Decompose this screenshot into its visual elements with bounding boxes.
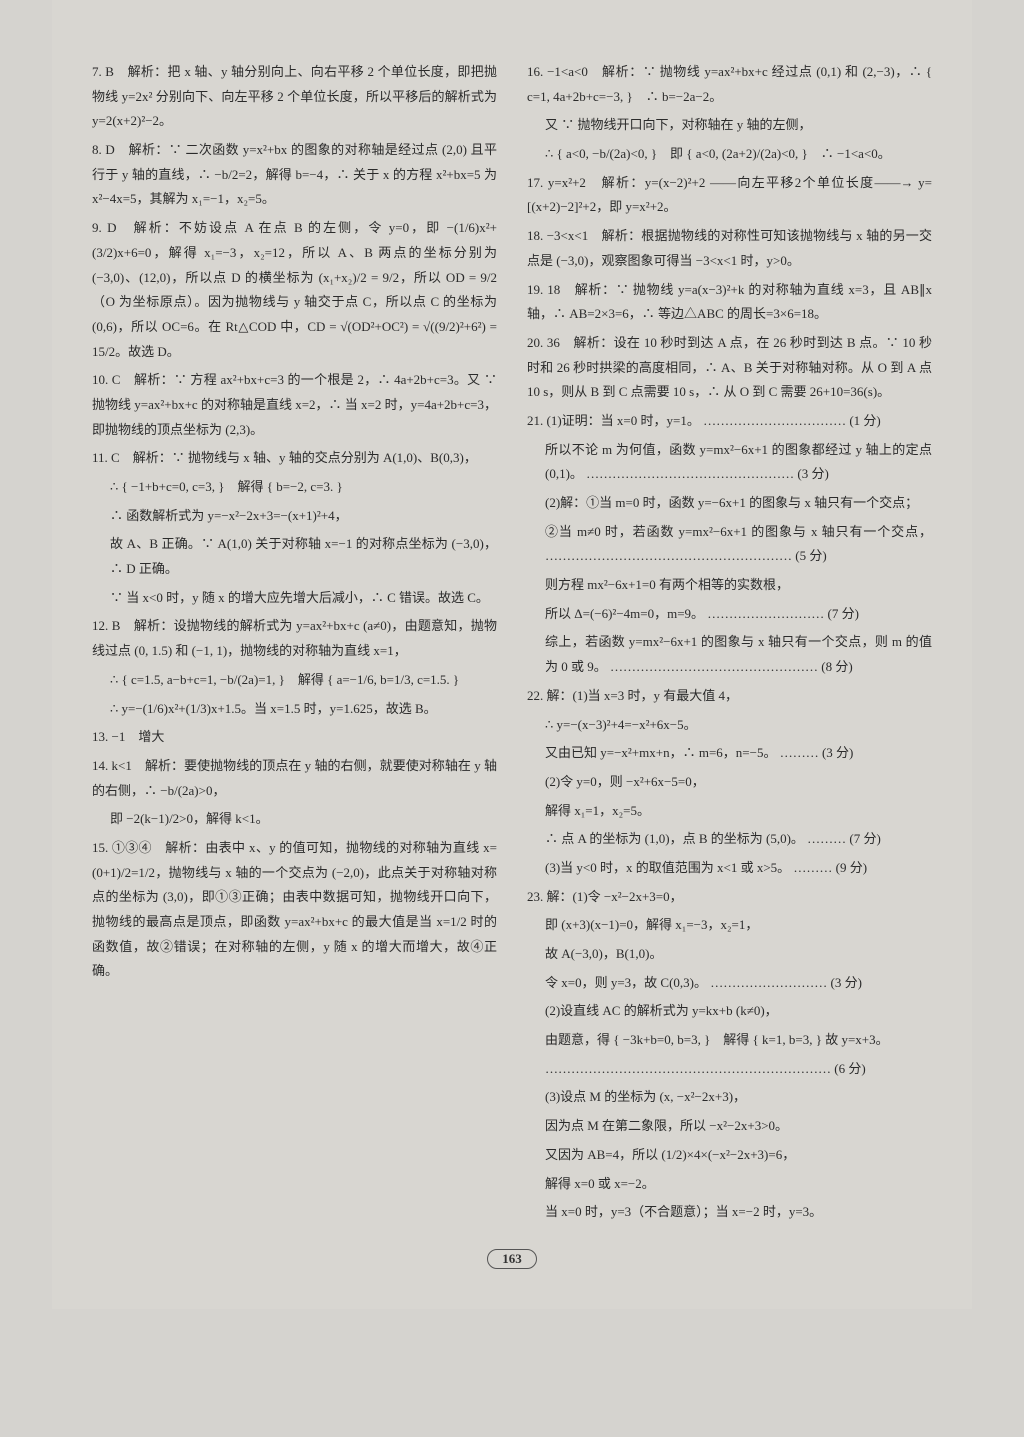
left-column: 7. B 解析：把 x 轴、y 轴分别向上、向右平移 2 个单位长度，即把抛物线… bbox=[92, 60, 497, 1229]
page-number-container: 163 bbox=[92, 1249, 932, 1269]
problem-23-a: 23. 解：(1)令 −x²−2x+3=0， bbox=[527, 885, 932, 910]
problem-9: 9. D 解析：不妨设点 A 在点 B 的左侧，令 y=0，即 −(1/6)x²… bbox=[92, 216, 497, 364]
problem-23-k: 解得 x=0 或 x=−2。 bbox=[527, 1172, 932, 1197]
page-number: 163 bbox=[487, 1249, 537, 1269]
problem-23-f: 由题意，得 { −3k+b=0, b=3, } 解得 { k=1, b=3, }… bbox=[527, 1028, 932, 1053]
problem-22-b: ∴ y=−(x−3)²+4=−x²+6x−5。 bbox=[527, 713, 932, 738]
problem-23-d: 令 x=0，则 y=3，故 C(0,3)。 ……………………… (3 分) bbox=[527, 971, 932, 996]
problem-23-h: (3)设点 M 的坐标为 (x, −x²−2x+3)， bbox=[527, 1085, 932, 1110]
problem-23-e: (2)设直线 AC 的解析式为 y=kx+b (k≠0)， bbox=[527, 999, 932, 1024]
problem-23-i: 因为点 M 在第二象限，所以 −x²−2x+3>0。 bbox=[527, 1114, 932, 1139]
problem-11-c: ∴ 函数解析式为 y=−x²−2x+3=−(x+1)²+4， bbox=[92, 504, 497, 529]
problem-19: 19. 18 解析：∵ 抛物线 y=a(x−3)²+k 的对称轴为直线 x=3，… bbox=[527, 278, 932, 327]
problem-21-b: 所以不论 m 为何值，函数 y=mx²−6x+1 的图象都经过 y 轴上的定点 … bbox=[527, 438, 932, 487]
problem-17: 17. y=x²+2 解析：y=(x−2)²+2 ——向左平移2个单位长度——→… bbox=[527, 171, 932, 220]
problem-21-d: ②当 m≠0 时，若函数 y=mx²−6x+1 的图象与 x 轴只有一个交点， … bbox=[527, 520, 932, 569]
problem-14-a: 14. k<1 解析：要使抛物线的顶点在 y 轴的右侧，就要使对称轴在 y 轴的… bbox=[92, 754, 497, 803]
problem-23-b: 即 (x+3)(x−1)=0，解得 x₁=−3，x₂=1， bbox=[527, 913, 932, 938]
problem-8: 8. D 解析：∵ 二次函数 y=x²+bx 的图象的对称轴是经过点 (2,0)… bbox=[92, 138, 497, 212]
problem-11-e: ∵ 当 x<0 时，y 随 x 的增大应先增大后减小，∴ C 错误。故选 C。 bbox=[92, 586, 497, 611]
problem-20: 20. 36 解析：设在 10 秒时到达 A 点，在 26 秒时到达 B 点。∵… bbox=[527, 331, 932, 405]
problem-11-b: ∴ { −1+b+c=0, c=3, } 解得 { b=−2, c=3. } bbox=[92, 475, 497, 500]
problem-12-b: ∴ { c=1.5, a−b+c=1, −b/(2a)=1, } 解得 { a=… bbox=[92, 668, 497, 693]
problem-22-a: 22. 解：(1)当 x=3 时，y 有最大值 4， bbox=[527, 684, 932, 709]
problem-21-f: 所以 Δ=(−6)²−4m=0，m=9。 ……………………… (7 分) bbox=[527, 602, 932, 627]
problem-21-c: (2)解：①当 m=0 时，函数 y=−6x+1 的图象与 x 轴只有一个交点； bbox=[527, 491, 932, 516]
problem-22-e: 解得 x₁=1，x₂=5。 bbox=[527, 799, 932, 824]
problem-16-c: ∴ { a<0, −b/(2a)<0, } 即 { a<0, (2a+2)/(2… bbox=[527, 142, 932, 167]
problem-11-a: 11. C 解析：∵ 抛物线与 x 轴、y 轴的交点分别为 A(1,0)、B(0… bbox=[92, 446, 497, 471]
problem-22-g: (3)当 y<0 时，x 的取值范围为 x<1 或 x>5。 ……… (9 分) bbox=[527, 856, 932, 881]
problem-23-j: 又因为 AB=4，所以 (1/2)×4×(−x²−2x+3)=6， bbox=[527, 1143, 932, 1168]
problem-7: 7. B 解析：把 x 轴、y 轴分别向上、向右平移 2 个单位长度，即把抛物线… bbox=[92, 60, 497, 134]
page: 7. B 解析：把 x 轴、y 轴分别向上、向右平移 2 个单位长度，即把抛物线… bbox=[52, 0, 972, 1309]
problem-12-c: ∴ y=−(1/6)x²+(1/3)x+1.5。当 x=1.5 时，y=1.62… bbox=[92, 697, 497, 722]
problem-22-f: ∴ 点 A 的坐标为 (1,0)，点 B 的坐标为 (5,0)。 ……… (7 … bbox=[527, 827, 932, 852]
problem-10: 10. C 解析：∵ 方程 ax²+bx+c=3 的一个根是 2，∴ 4a+2b… bbox=[92, 368, 497, 442]
two-column-layout: 7. B 解析：把 x 轴、y 轴分别向上、向右平移 2 个单位长度，即把抛物线… bbox=[92, 60, 932, 1229]
problem-18: 18. −3<x<1 解析：根据抛物线的对称性可知该抛物线与 x 轴的另一交点是… bbox=[527, 224, 932, 273]
problem-16-a: 16. −1<a<0 解析：∵ 抛物线 y=ax²+bx+c 经过点 (0,1)… bbox=[527, 60, 932, 109]
problem-23-l: 当 x=0 时，y=3（不合题意）；当 x=−2 时，y=3。 bbox=[527, 1200, 932, 1225]
problem-11-d: 故 A、B 正确。∵ A(1,0) 关于对称轴 x=−1 的对称点坐标为 (−3… bbox=[92, 532, 497, 581]
problem-22-d: (2)令 y=0，则 −x²+6x−5=0， bbox=[527, 770, 932, 795]
problem-15: 15. ①③④ 解析：由表中 x、y 的值可知，抛物线的对称轴为直线 x=(0+… bbox=[92, 836, 497, 984]
problem-22-c: 又由已知 y=−x²+mx+n，∴ m=6，n=−5。 ……… (3 分) bbox=[527, 741, 932, 766]
problem-12-a: 12. B 解析：设抛物线的解析式为 y=ax²+bx+c (a≠0)，由题意知… bbox=[92, 614, 497, 663]
problem-23-g: ………………………………………………………… (6 分) bbox=[527, 1057, 932, 1082]
problem-16-b: 又 ∵ 抛物线开口向下，对称轴在 y 轴的左侧， bbox=[527, 113, 932, 138]
right-column: 16. −1<a<0 解析：∵ 抛物线 y=ax²+bx+c 经过点 (0,1)… bbox=[527, 60, 932, 1229]
problem-23-c: 故 A(−3,0)，B(1,0)。 bbox=[527, 942, 932, 967]
problem-21-g: 综上，若函数 y=mx²−6x+1 的图象与 x 轴只有一个交点，则 m 的值为… bbox=[527, 630, 932, 679]
problem-21-a: 21. (1)证明：当 x=0 时，y=1。 …………………………… (1 分) bbox=[527, 409, 932, 434]
problem-21-e: 则方程 mx²−6x+1=0 有两个相等的实数根， bbox=[527, 573, 932, 598]
problem-14-b: 即 −2(k−1)/2>0，解得 k<1。 bbox=[92, 807, 497, 832]
problem-13: 13. −1 增大 bbox=[92, 725, 497, 750]
